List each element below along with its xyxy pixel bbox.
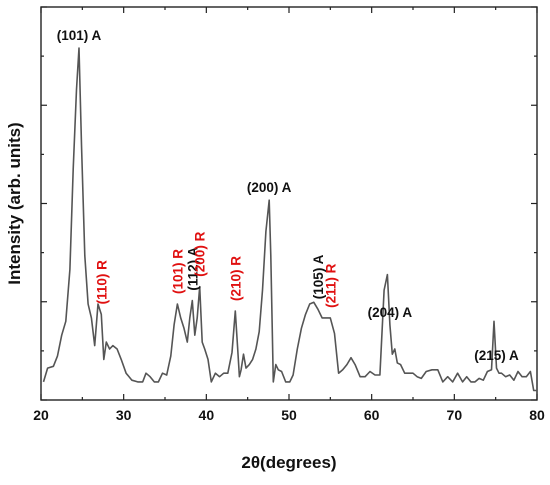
x-tick-label: 80	[529, 407, 545, 423]
peak-label: (204) A	[368, 305, 413, 320]
plot-border	[40, 6, 538, 401]
peak-label: (211) R	[323, 263, 338, 308]
x-tick-label: 50	[281, 407, 297, 423]
x-tick-label: 60	[364, 407, 380, 423]
x-tick-label: 20	[33, 407, 49, 423]
y-axis-ticks	[41, 6, 537, 401]
x-tick-label: 30	[116, 407, 132, 423]
peak-label: (200) A	[247, 180, 292, 195]
y-axis-label: Intensity (arb. units)	[5, 122, 24, 284]
peak-label: (101) A	[57, 28, 102, 43]
peak-label: (112) A	[185, 247, 200, 291]
xrd-pattern-line	[42, 47, 537, 392]
plot-frame	[40, 6, 538, 401]
peak-label: (105) A	[311, 254, 326, 299]
peak-label: (110) R	[94, 260, 109, 305]
peak-annotations: (101) A (110) R (101) R (112) A(200) R (210)…	[57, 28, 519, 363]
peak-label: (210) R	[228, 256, 243, 301]
x-tick-label: 40	[199, 407, 215, 423]
peak-label: (101) R	[170, 249, 185, 294]
x-axis-label: 2θ(degrees)	[241, 453, 336, 472]
peak-label: (215) A	[474, 348, 519, 363]
x-tick-label: 70	[447, 407, 463, 423]
peak-label: (200) R	[193, 231, 208, 276]
x-axis-ticks: 20 30 40 50 60 70 80	[33, 7, 545, 423]
